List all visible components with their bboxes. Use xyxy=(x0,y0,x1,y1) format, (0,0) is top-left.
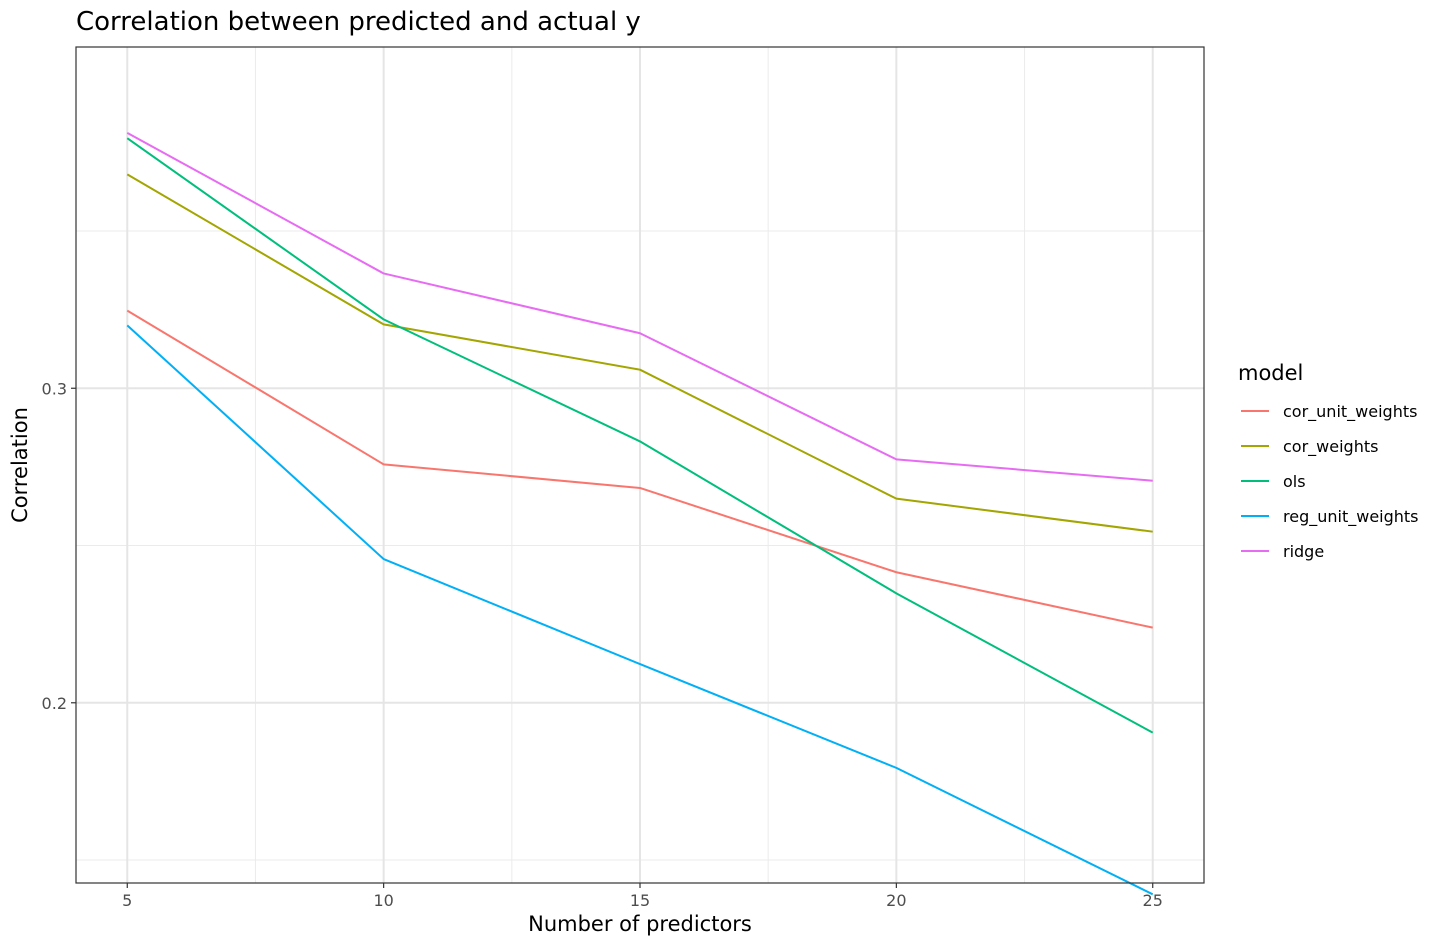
legend-title: model xyxy=(1238,361,1303,385)
legend-label-reg-unit-weights: reg_unit_weights xyxy=(1283,507,1419,527)
chart-title: Correlation between predicted and actual… xyxy=(76,7,641,37)
series-line-cor-unit-weights xyxy=(126,309,1153,629)
grid xyxy=(76,47,1204,883)
x-axis-title: Number of predictors xyxy=(528,912,752,936)
series-line-reg-unit-weights xyxy=(126,324,1154,896)
series-line-cor-weights xyxy=(126,173,1153,533)
x-tick-label: 20 xyxy=(886,891,906,910)
x-tick-label: 15 xyxy=(630,891,650,910)
x-tick-label: 5 xyxy=(122,891,132,910)
x-axis: 5 10 15 20 25 xyxy=(122,883,1163,910)
series-line-ols xyxy=(126,137,1154,734)
x-tick-label: 10 xyxy=(373,891,393,910)
series-line-ridge xyxy=(126,131,1153,482)
series-lines xyxy=(126,131,1154,896)
y-axis: 0.2 0.3 xyxy=(42,379,76,713)
x-tick-label: 25 xyxy=(1143,891,1163,910)
legend-label-cor-unit-weights: cor_unit_weights xyxy=(1283,402,1417,422)
y-tick-label: 0.2 xyxy=(42,694,67,713)
y-axis-title: Correlation xyxy=(8,407,32,523)
legend-label-ols: ols xyxy=(1283,472,1306,491)
y-tick-label: 0.3 xyxy=(42,379,67,398)
legend-label-ridge: ridge xyxy=(1283,542,1324,561)
legend-label-cor-weights: cor_weights xyxy=(1283,437,1378,457)
